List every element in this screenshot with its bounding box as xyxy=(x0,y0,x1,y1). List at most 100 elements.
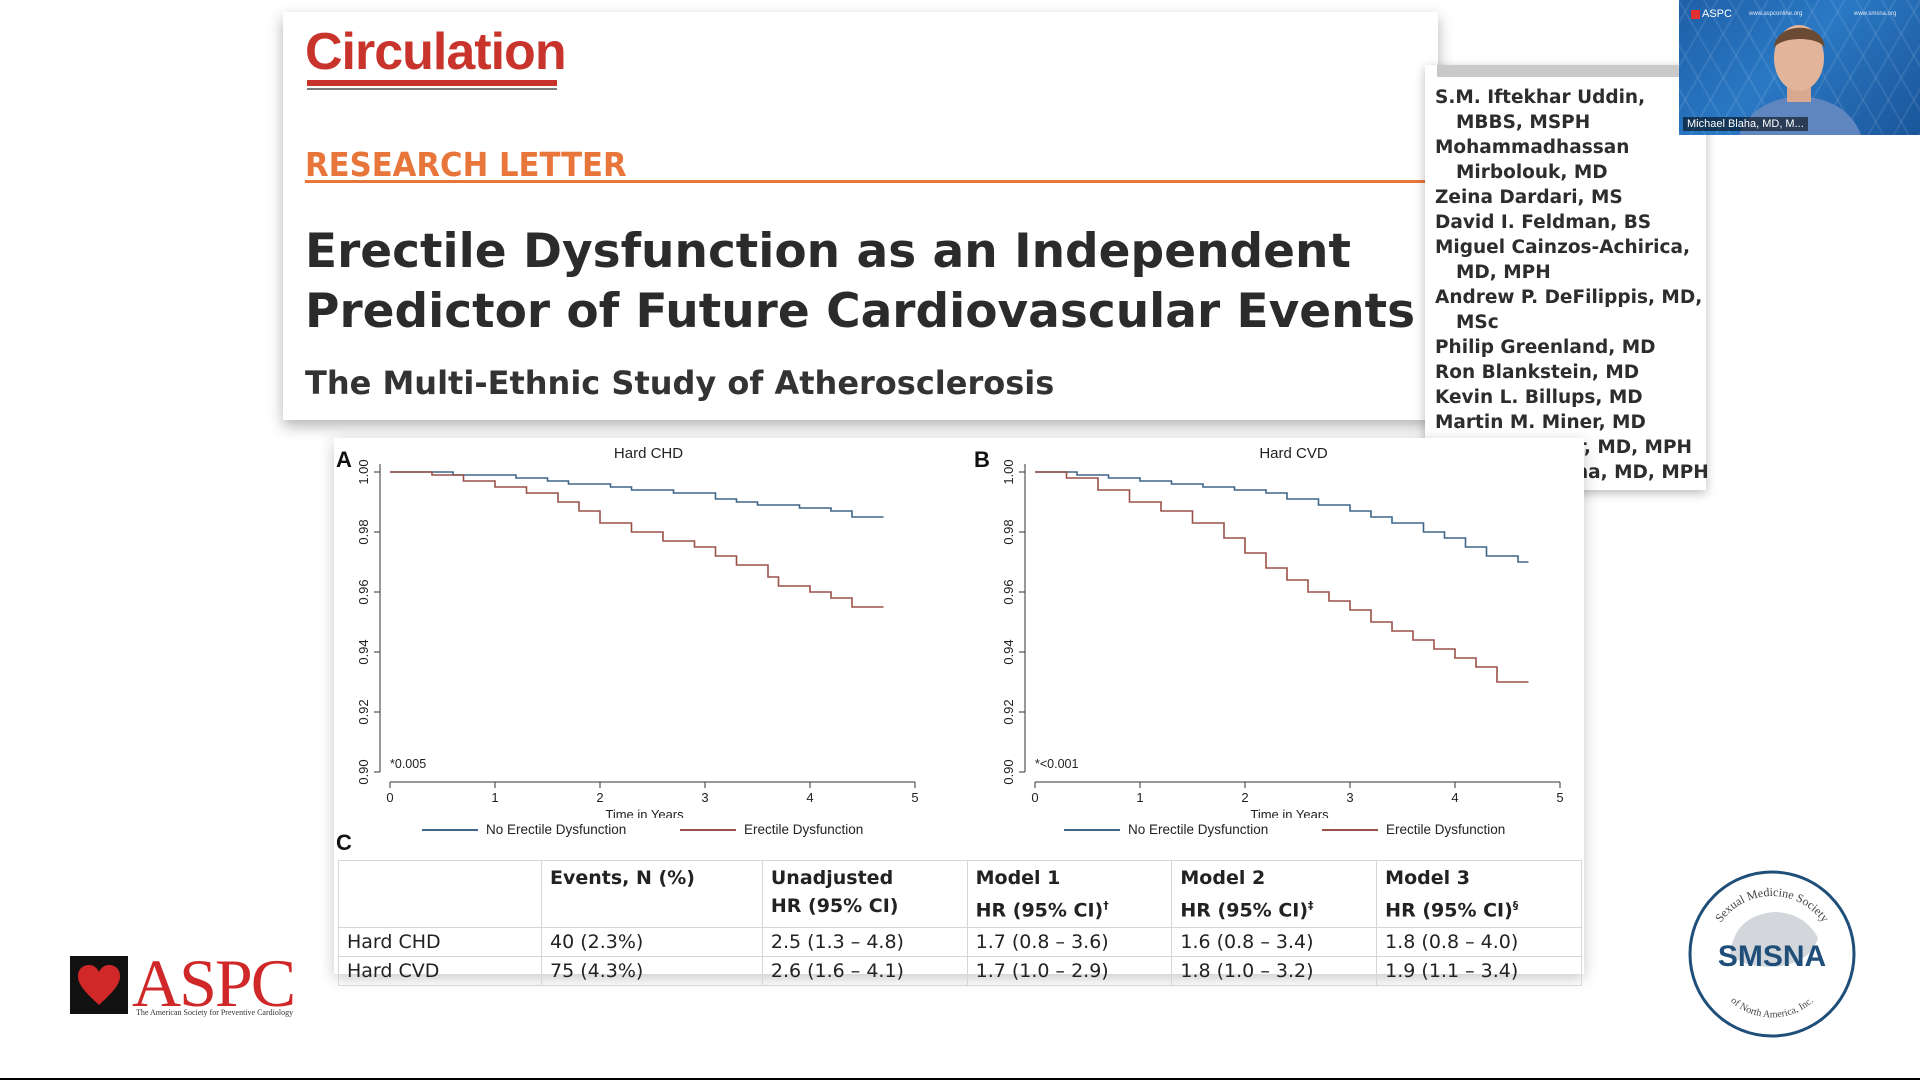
series-line-no-erectile-dysfunction xyxy=(390,471,884,518)
legend-item-no-ed: No Erectile Dysfunction xyxy=(1064,822,1268,837)
table-cell: Hard CVD xyxy=(338,956,542,987)
y-tick-label: 0.98 xyxy=(1001,519,1016,544)
legend-swatch-ed xyxy=(680,828,736,831)
smsna-ring-bottom: of North America, Inc. xyxy=(1728,995,1815,1020)
x-tick-label: 0 xyxy=(386,790,393,805)
table-cell: 1.7 (0.8 – 3.6) xyxy=(966,927,1173,958)
y-tick-label: 0.90 xyxy=(356,759,371,784)
legend-item-ed: Erectile Dysfunction xyxy=(680,822,863,837)
presenter-video-tile[interactable]: ASPC www.aspconline.org www.smsna.org Mi… xyxy=(1679,0,1920,135)
legend-label-no-ed: No Erectile Dysfunction xyxy=(1128,822,1269,837)
section-label: RESEARCH LETTER xyxy=(305,145,627,184)
authors-list: S.M. Iftekhar Uddin, MBBS, MSPH Mohammad… xyxy=(1435,85,1716,485)
table-cell: 2.6 (1.6 – 4.1) xyxy=(761,956,968,987)
journal-underline xyxy=(307,80,557,86)
paper-title: Erectile Dysfunction as an Independent P… xyxy=(305,224,1416,339)
y-tick-label: 0.98 xyxy=(356,519,371,544)
x-tick-label: 0 xyxy=(1031,790,1038,805)
author-item: Andrew P. DeFilippis, MD, MSc xyxy=(1435,287,1703,333)
aspc-mini-logo-icon xyxy=(1691,9,1700,19)
y-tick-label: 1.00 xyxy=(356,459,371,484)
smsna-wordmark: SMSNA xyxy=(1718,940,1826,973)
paper-subtitle: The Multi-Ethnic Study of Atherosclerosi… xyxy=(305,364,1055,402)
presenter-hair xyxy=(1774,27,1825,48)
video-header-text: ASPC xyxy=(1702,8,1732,20)
table-cell: 1.8 (1.0 – 3.2) xyxy=(1171,956,1378,987)
x-tick-label: 3 xyxy=(701,790,708,805)
p-value-annotation: *<0.001 xyxy=(1035,757,1078,771)
legend-label-no-ed: No Erectile Dysfunction xyxy=(486,822,627,837)
authors-card-topbar xyxy=(1437,65,1706,77)
table-cell: 75 (4.3%) xyxy=(541,956,763,987)
table-header-row: Events, N (%) Unadjusted HR (95% CI) Mode… xyxy=(338,859,1582,929)
presenter-silhouette xyxy=(1739,25,1861,135)
legend-swatch-no-ed xyxy=(422,828,478,831)
table-header-cell: Model 1 HR (95% CI)† xyxy=(966,859,1173,929)
x-tick-label: 1 xyxy=(491,790,498,805)
table-header-cell: Unadjusted HR (95% CI) xyxy=(761,859,968,929)
video-url-right: www.smsna.org xyxy=(1854,11,1897,17)
x-tick-label: 1 xyxy=(1136,790,1143,805)
y-tick-label: 0.92 xyxy=(1001,699,1016,724)
journal-underline-gray xyxy=(307,88,557,90)
series-line-no-erectile-dysfunction xyxy=(1035,471,1529,563)
y-tick-label: 0.94 xyxy=(1001,639,1016,664)
author-item: S.M. Iftekhar Uddin, MBBS, MSPH xyxy=(1435,87,1646,133)
y-tick-label: 0.96 xyxy=(1001,579,1016,604)
panel-c-label: C xyxy=(336,830,352,855)
author-item: Zeina Dardari, MS xyxy=(1435,187,1623,208)
series-line-erectile-dysfunction xyxy=(1035,471,1529,683)
x-tick-label: 5 xyxy=(1556,790,1563,805)
chart-title: Hard CHD xyxy=(614,445,683,462)
table-cell: 1.7 (1.0 – 2.9) xyxy=(966,956,1173,987)
table-cell: 1.8 (0.8 – 4.0) xyxy=(1376,927,1582,958)
panel-letter: B xyxy=(974,447,990,472)
table-header-cell xyxy=(338,859,542,929)
paper-title-card: Circulation RESEARCH LETTER Erectile Dys… xyxy=(283,12,1438,420)
aspc-wordmark: ASPC xyxy=(132,945,296,1021)
heart-icon xyxy=(70,956,128,1014)
journal-name: Circulation xyxy=(305,23,567,81)
table-cell: 40 (2.3%) xyxy=(541,927,763,958)
table-row: Hard CHD 40 (2.3%) 2.5 (1.3 – 4.8) 1.7 (… xyxy=(338,927,1582,958)
survival-charts: A Hard CHD 0.90 0.92 0.94 0.96 0.98 1.00 0 1 2 3 4 5 T… xyxy=(336,445,1564,818)
presenter-name-label: Michael Blaha, MD, M... xyxy=(1683,117,1808,131)
panel-letter: A xyxy=(336,447,352,472)
y-tick-label: 0.94 xyxy=(356,639,371,664)
author-item: Miguel Cainzos-Achirica, MD, MPH xyxy=(1435,237,1690,283)
map-icon xyxy=(1730,912,1818,967)
author-item: David I. Feldman, BS xyxy=(1435,212,1652,233)
legend-label-ed: Erectile Dysfunction xyxy=(744,822,864,837)
table-header-cell: Model 3 HR (95% CI)§ xyxy=(1376,859,1582,929)
author-item: Philip Greenland, MD xyxy=(1435,337,1656,358)
aspc-tagline: The American Society for Preventive Card… xyxy=(136,1008,294,1017)
author-item: Ron Blankstein, MD xyxy=(1435,362,1640,383)
author-item: Mohammadhassan Mirbolouk, MD xyxy=(1435,137,1630,183)
x-tick-label: 2 xyxy=(1241,790,1248,805)
table-cell: 1.6 (0.8 – 3.4) xyxy=(1171,927,1378,958)
smsna-outer-ring xyxy=(1688,870,1856,1038)
x-tick-label: 3 xyxy=(1346,790,1353,805)
video-header: ASPC xyxy=(1691,8,1732,20)
presenter-face xyxy=(1774,25,1824,91)
legend-item-ed: Erectile Dysfunction xyxy=(1322,822,1505,837)
x-axis-label: Time in Years xyxy=(605,807,684,818)
table-cell: 1.9 (1.1 – 3.4) xyxy=(1376,956,1582,987)
y-tick-label: 0.96 xyxy=(356,579,371,604)
y-tick-label: 1.00 xyxy=(1001,459,1016,484)
x-tick-label: 5 xyxy=(911,790,918,805)
table-row: Hard CVD 75 (4.3%) 2.6 (1.6 – 4.1) 1.7 (… xyxy=(338,956,1582,987)
x-axis-label: Time in Years xyxy=(1250,807,1329,818)
figure-card: A Hard CHD 0.90 0.92 0.94 0.96 0.98 1.00 0 1 2 3 4 5 T… xyxy=(334,438,1584,987)
p-value-annotation: *0.005 xyxy=(390,757,426,771)
author-item: Martin M. Miner, MD xyxy=(1435,412,1646,433)
y-tick-label: 0.92 xyxy=(356,699,371,724)
hazard-ratio-table: Events, N (%) Unadjusted HR (95% CI) Mode… xyxy=(338,859,1582,987)
bottom-edge-bar xyxy=(0,1078,1920,1080)
x-tick-label: 4 xyxy=(806,790,813,805)
series-line-erectile-dysfunction xyxy=(390,471,884,608)
authors-card: S.M. Iftekhar Uddin, MBBS, MSPH Mohammad… xyxy=(1425,65,1709,490)
table-header-cell: Events, N (%) xyxy=(541,859,763,929)
table-cell: 2.5 (1.3 – 4.8) xyxy=(761,927,968,958)
section-rule xyxy=(305,180,1425,183)
